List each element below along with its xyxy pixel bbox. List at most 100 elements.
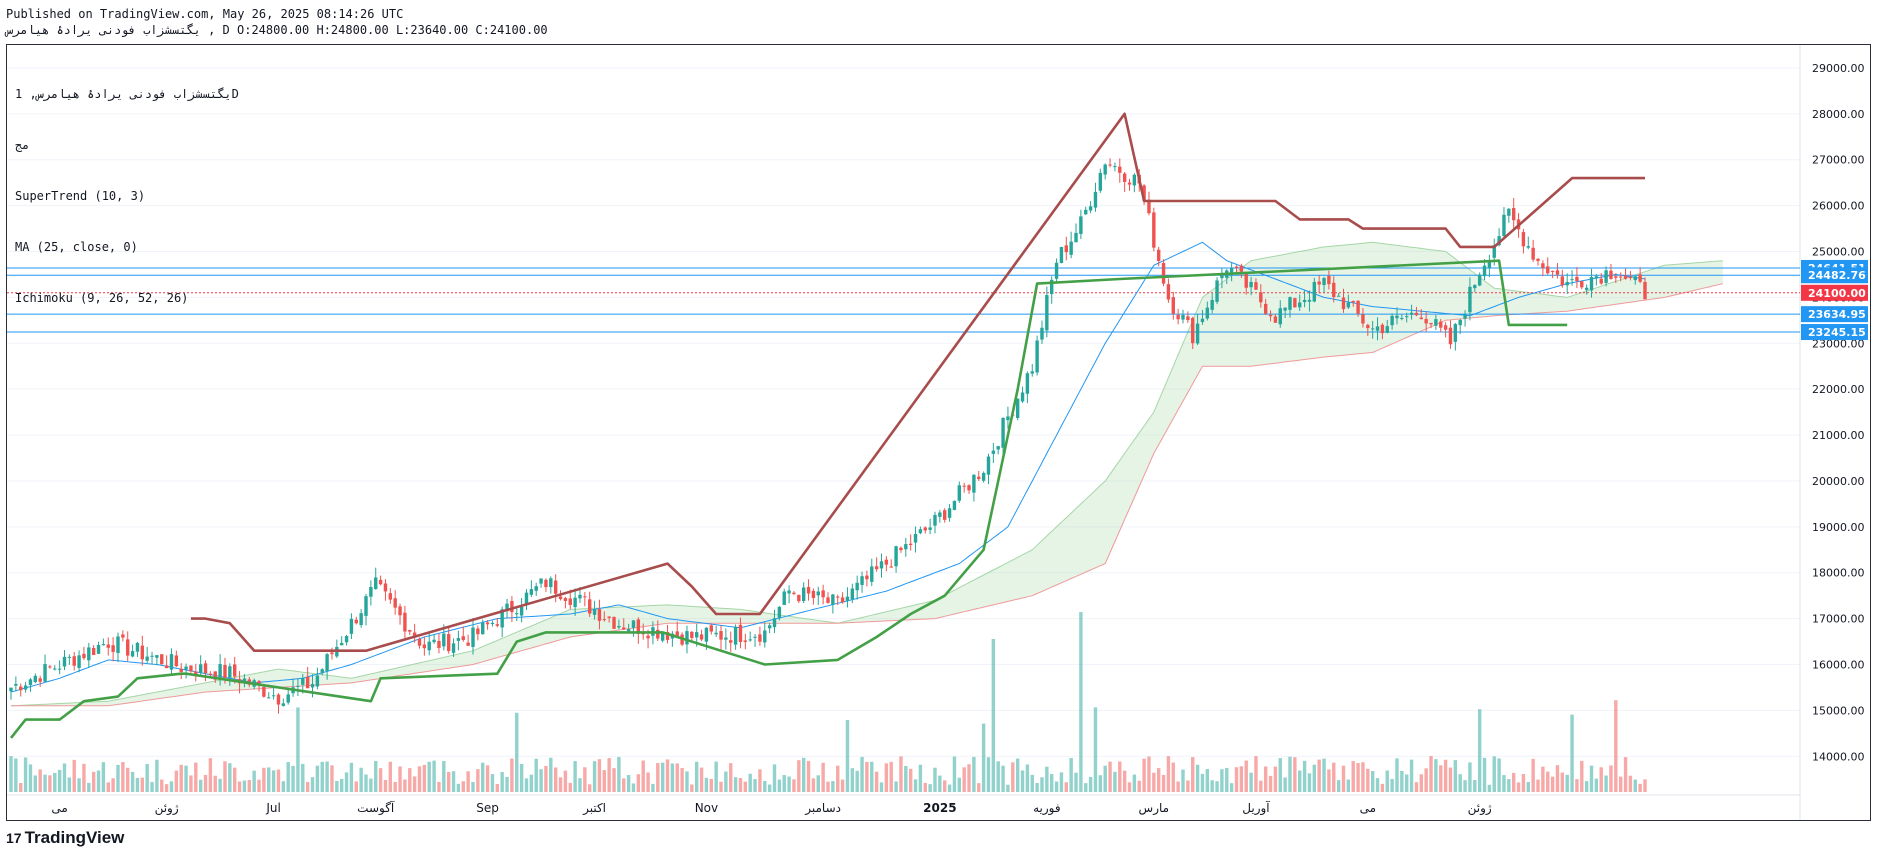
volume-bar [1507,779,1511,792]
candle-body [364,596,368,616]
volume-bar [753,779,757,792]
volume-bar [1288,756,1292,792]
volume-bar [14,758,18,792]
candle-body [1366,324,1370,329]
candle-body [1361,314,1365,324]
volume-bar [714,761,718,792]
candle-body [9,687,13,692]
candle-body [1161,263,1166,284]
volume-bar [660,762,665,792]
candle-body [276,694,281,705]
volume-bar [1011,762,1015,792]
volume-bar [1584,781,1589,792]
candle-body [1122,173,1127,182]
brand-name: TradingView [24,828,125,847]
price-axis: 29000.00 28000.00 27000.00 26000.00 25000.00… [1801,62,1868,763]
volume-bar [1516,782,1521,792]
volume-bar [519,763,524,792]
candle-body [782,591,786,605]
candle-body [169,654,174,670]
volume-bar [1521,774,1526,792]
volume-bar [354,781,358,792]
candle-body [330,652,334,655]
volume-bar [1361,762,1365,792]
volume-bar [150,782,154,792]
candle-body [1298,302,1302,308]
candle-body [1618,276,1623,278]
legend-ichimoku[interactable]: Ichimoku (9, 26, 52, 26) [15,291,189,305]
legend-supertrend[interactable]: SuperTrend (10, 3) [15,189,146,203]
candle-body [1176,314,1180,320]
published-info: Published on TradingView.com, May 26, 20… [6,7,404,21]
volume-bar [432,760,436,792]
supertrend-down-line [190,112,1645,652]
price-label-box [1801,306,1868,323]
candle-body [592,609,597,615]
volume-bar [403,779,407,792]
candles [9,158,1647,714]
candle-body [1093,191,1098,208]
candle-body [485,622,490,625]
volume-bar [1268,775,1273,792]
volume-bar [369,778,373,792]
candle-body [135,642,140,652]
candle-body [155,655,159,658]
volume-bar [1103,765,1107,792]
volume-bar [1064,782,1068,792]
volume-bar [33,775,38,792]
volume-bar [680,768,684,792]
volume-bar [738,777,743,792]
price-tick-label: 16000.00 [1812,659,1865,672]
volume-bar [1142,758,1146,792]
volume-bar [1161,774,1166,792]
candle-body [1463,314,1467,319]
candle-body [140,645,145,660]
volume-bar [446,771,451,792]
candle-body [111,645,115,652]
candle-body [1127,182,1132,185]
candle-body [656,629,660,639]
price-tick-label: 14000.00 [1812,750,1865,763]
volume-bar [1093,707,1098,792]
volume-bar [1375,778,1380,792]
volume-bar [612,768,616,792]
candle-body [481,622,485,635]
candle-body [836,596,840,598]
candle-body [490,622,495,625]
candle-body [636,619,641,634]
volume-bar [699,767,704,792]
candle-body [719,631,723,640]
volume-bar [62,763,67,792]
volume-bar [1405,774,1409,792]
candle-body [583,596,587,598]
chart-frame[interactable] [6,44,1871,821]
volume-bar [383,779,388,792]
candle-body [1492,245,1496,258]
volume-bar [947,784,952,792]
candle-body [1375,326,1380,331]
candle-body [870,566,874,582]
price-tick-label: 27000.00 [1812,154,1865,167]
candle-body [1531,247,1535,260]
candle-body [1599,278,1603,284]
volume-bar [889,761,893,792]
candle-body [1507,208,1511,216]
volume-bar [296,707,300,792]
volume-bar [1575,779,1579,792]
candle-body [1570,279,1574,281]
volume-bar [1643,779,1647,792]
candle-body [622,627,626,630]
candle-body [218,664,222,678]
volume-bar [1263,766,1268,792]
volume-bar [1429,756,1433,792]
volume-bar [1380,783,1385,792]
candle-body [242,678,247,684]
volume-bar [344,772,349,792]
volume-bar [1570,714,1574,792]
cloud-fill [11,242,1723,706]
legend-ma[interactable]: MA (25, close, 0) [15,240,138,254]
tradingview-brand[interactable]: 17 TradingView [6,828,124,848]
candle-body [1424,318,1428,324]
volume-bar [539,769,543,792]
